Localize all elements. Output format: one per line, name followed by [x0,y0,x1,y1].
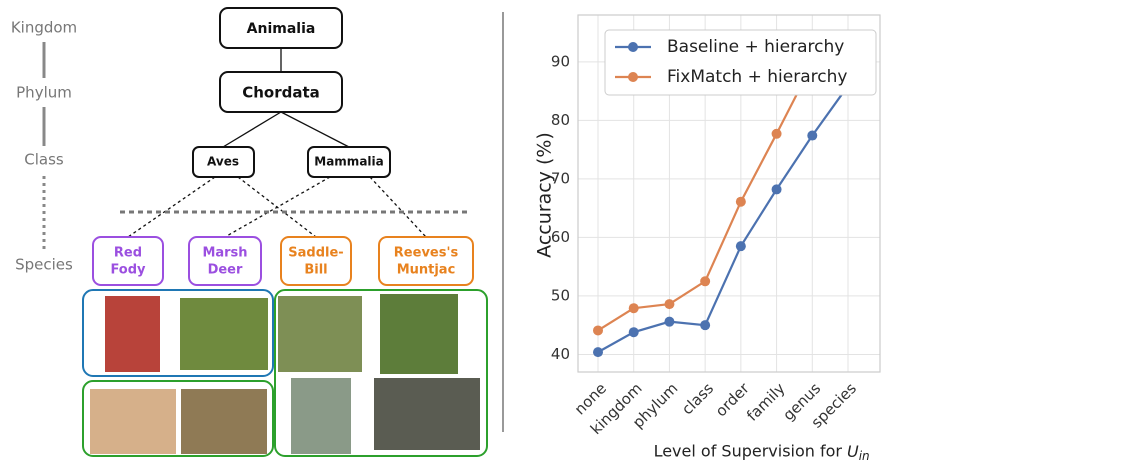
node-label: Mammalia [314,155,383,169]
y-tick-label: 70 [551,169,570,187]
legend-swatch [628,72,638,82]
photo [291,378,351,454]
y-tick-label: 40 [551,345,570,363]
node-label: Chordata [242,84,320,102]
species-box [93,237,163,285]
point [807,131,817,141]
figure: Kingdom Phylum Class Species Animalia Ch… [0,0,1133,467]
point [629,303,639,313]
y-tick-label: 80 [551,111,570,129]
edge [223,112,281,147]
species-label: Marsh [202,246,247,261]
photo [90,389,176,454]
edge [128,177,215,237]
rank-label: Class [24,151,64,169]
y-tick-label: 50 [551,286,570,304]
point [664,317,674,327]
photo [181,389,267,454]
x-tick-label: family [743,379,789,425]
y-tick-label: 60 [551,228,570,246]
x-axis-var: U [847,442,859,461]
species-box [281,237,351,285]
legend-label: Baseline + hierarchy [667,37,844,57]
species-label: Red [114,246,142,261]
species-label: Reeves's [394,246,459,261]
point [700,320,710,330]
point [736,197,746,207]
photo [278,296,362,372]
x-axis-label-var: Uin [847,442,870,463]
legend-swatch [628,42,638,52]
edge [370,177,426,237]
point [664,299,674,309]
species-label: Fody [110,263,146,278]
x-axis-label: Level of Supervision for [654,442,843,461]
photo [374,378,480,450]
rank-label: Species [15,256,73,274]
species-label: Deer [208,263,243,278]
point [736,241,746,251]
species-label: Bill [304,263,327,278]
photo [180,298,268,370]
y-tick-label: 90 [551,52,570,70]
legend-label: FixMatch + hierarchy [667,67,847,87]
species-label: Saddle- [288,246,343,261]
point [593,347,603,357]
node-label: Animalia [247,21,316,37]
species-box [189,237,261,285]
node-label: Aves [207,155,239,169]
x-axis-sub: in [859,449,870,463]
edge [281,112,349,147]
photo [380,294,458,374]
x-tick-label: class [678,379,717,418]
point [772,184,782,194]
point [629,327,639,337]
point [593,325,603,335]
photo [105,296,160,372]
point [700,276,710,286]
species-label: Muntjac [397,263,456,278]
rank-label: Phylum [16,84,72,102]
edge [225,177,330,237]
rank-label: Kingdom [11,19,77,37]
point [772,129,782,139]
species-box [379,237,473,285]
